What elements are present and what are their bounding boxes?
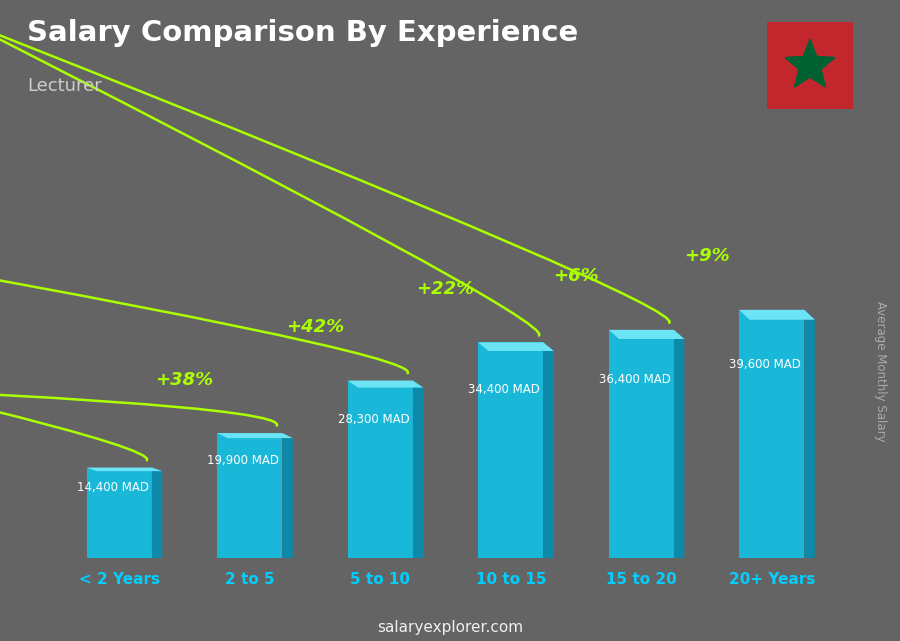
- Polygon shape: [283, 433, 293, 563]
- Polygon shape: [413, 381, 423, 565]
- Polygon shape: [739, 310, 805, 558]
- Text: salaryexplorer.com: salaryexplorer.com: [377, 620, 523, 635]
- Text: +6%: +6%: [554, 267, 598, 285]
- Text: Lecturer: Lecturer: [27, 77, 102, 95]
- Text: 28,300 MAD: 28,300 MAD: [338, 413, 410, 426]
- Polygon shape: [478, 342, 554, 351]
- Polygon shape: [152, 467, 162, 562]
- Polygon shape: [86, 467, 152, 558]
- Text: 19,900 MAD: 19,900 MAD: [207, 454, 279, 467]
- Text: 39,600 MAD: 39,600 MAD: [729, 358, 801, 371]
- Polygon shape: [217, 433, 292, 438]
- Text: 34,400 MAD: 34,400 MAD: [468, 383, 540, 396]
- Polygon shape: [544, 342, 554, 566]
- Polygon shape: [608, 330, 674, 558]
- Polygon shape: [786, 40, 834, 87]
- Text: 36,400 MAD: 36,400 MAD: [598, 374, 670, 387]
- Polygon shape: [608, 330, 684, 339]
- Polygon shape: [347, 381, 423, 388]
- Text: Average Monthly Salary: Average Monthly Salary: [874, 301, 886, 442]
- Text: +22%: +22%: [417, 279, 474, 298]
- Polygon shape: [86, 467, 162, 471]
- Polygon shape: [674, 330, 684, 567]
- Text: +42%: +42%: [286, 318, 344, 336]
- Text: Salary Comparison By Experience: Salary Comparison By Experience: [27, 19, 578, 47]
- Text: 14,400 MAD: 14,400 MAD: [76, 481, 148, 494]
- Text: +38%: +38%: [156, 370, 213, 388]
- Polygon shape: [739, 310, 814, 320]
- Polygon shape: [805, 310, 814, 567]
- Polygon shape: [217, 433, 283, 558]
- Polygon shape: [478, 342, 544, 558]
- Text: +9%: +9%: [684, 247, 729, 265]
- Polygon shape: [347, 381, 413, 558]
